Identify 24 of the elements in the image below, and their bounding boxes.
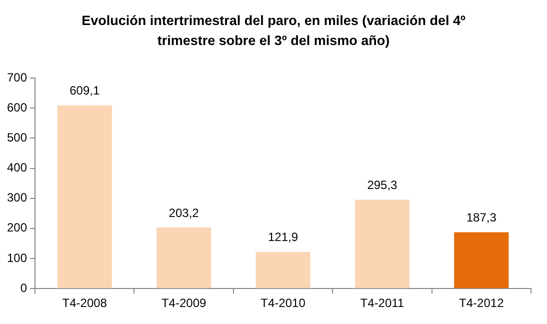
data-label: 121,9 — [268, 230, 298, 244]
bar — [354, 200, 410, 288]
y-tick-label: 200 — [6, 220, 28, 235]
x-tick-label: T4-2010 — [260, 296, 306, 310]
bar — [454, 232, 509, 288]
data-label: 295,3 — [367, 178, 398, 192]
data-label: 187,3 — [466, 210, 497, 225]
bar — [57, 105, 112, 288]
x-tick-label: T4-2009 — [161, 296, 206, 310]
y-tick-label: 400 — [6, 160, 28, 175]
data-label: 609,1 — [70, 84, 100, 98]
y-tick-label: 0 — [20, 280, 28, 295]
y-tick-label: 700 — [6, 70, 28, 84]
x-tick-label: T4-2008 — [62, 296, 108, 310]
y-tick-label: 500 — [6, 130, 28, 144]
y-tick-label: 600 — [6, 100, 28, 114]
x-tick-label: T4-2011 — [360, 296, 404, 310]
data-label: 203,2 — [168, 206, 200, 220]
chart-title: Evolución intertrimestral del paro, en miles (variación del 4º trimestre sobre el 3º del mismo año) — [80, 12, 466, 50]
y-tick-label: 100 — [6, 250, 28, 265]
y-tick-label: 300 — [6, 190, 28, 205]
bar — [156, 227, 212, 288]
x-tick-label: T4-2012 — [459, 296, 504, 310]
bar — [256, 252, 310, 288]
